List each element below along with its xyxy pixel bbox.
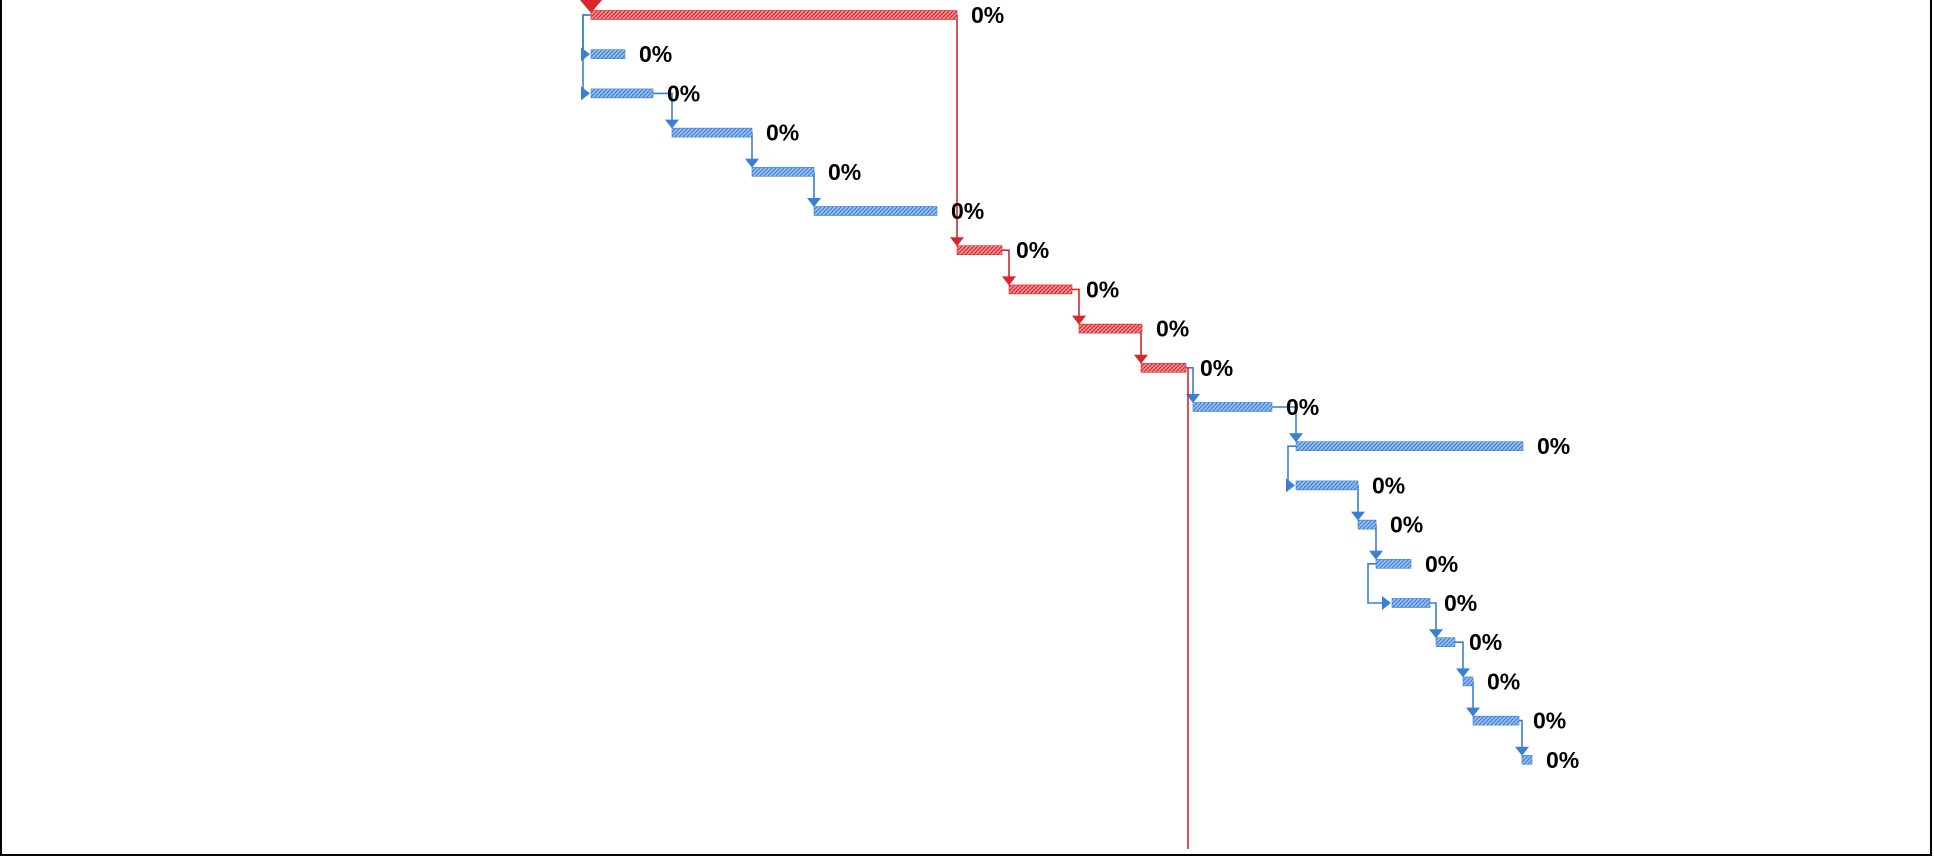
critical-task-bar[interactable] xyxy=(1140,362,1187,373)
dependency-link xyxy=(1430,602,1437,634)
task-bar[interactable] xyxy=(1295,441,1524,452)
link-arrowhead xyxy=(1002,276,1016,286)
link-arrowhead xyxy=(581,86,590,101)
progress-label: 0% xyxy=(667,80,700,106)
link-arrowhead xyxy=(1456,668,1470,678)
dependency-link xyxy=(1519,719,1523,751)
dependency-link xyxy=(1367,563,1386,604)
dependency-link xyxy=(1002,249,1010,281)
progress-label: 0% xyxy=(1372,472,1405,498)
task-bar[interactable] xyxy=(1435,637,1456,648)
progress-label: 0% xyxy=(951,198,984,224)
progress-label: 0% xyxy=(1390,512,1423,538)
task-bar[interactable] xyxy=(1391,598,1431,608)
dependency-link xyxy=(1186,367,1194,398)
link-arrowhead xyxy=(1072,315,1086,325)
link-arrowhead xyxy=(1289,433,1303,443)
dependency-link xyxy=(582,14,591,55)
progress-label: 0% xyxy=(1487,668,1520,694)
task-bar[interactable] xyxy=(1375,558,1412,569)
task-bar[interactable] xyxy=(751,167,815,177)
progress-label: 0% xyxy=(1016,237,1049,263)
link-arrowhead xyxy=(1134,354,1148,364)
dependency-link xyxy=(1287,445,1296,487)
progress-label: 0% xyxy=(1444,590,1477,616)
critical-task-bar[interactable] xyxy=(590,10,958,20)
progress-label: 0% xyxy=(1533,708,1566,734)
task-bar[interactable] xyxy=(590,88,654,99)
progress-label: 0% xyxy=(1200,355,1233,381)
progress-label: 0% xyxy=(1425,551,1458,577)
dependency-link xyxy=(1072,288,1080,320)
dependency-link xyxy=(653,92,673,124)
progress-label: 0% xyxy=(971,2,1004,28)
link-arrowhead xyxy=(1515,746,1529,756)
task-bar[interactable] xyxy=(1462,676,1474,687)
critical-task-bar[interactable] xyxy=(956,245,1003,255)
task-bar[interactable] xyxy=(1295,480,1359,491)
progress-label: 0% xyxy=(1286,394,1319,420)
link-arrowhead xyxy=(807,198,821,207)
link-arrowhead xyxy=(665,119,679,129)
progress-label: 0% xyxy=(1156,316,1189,342)
link-arrowhead xyxy=(1186,394,1200,403)
dependency-link xyxy=(1272,406,1297,438)
task-bar[interactable] xyxy=(590,49,626,60)
progress-label: 0% xyxy=(1469,629,1502,655)
link-arrowhead xyxy=(1369,550,1383,560)
task-bar[interactable] xyxy=(671,127,753,138)
critical-task-bar[interactable] xyxy=(1008,284,1073,295)
progress-label: 0% xyxy=(1086,276,1119,302)
dependency-links xyxy=(580,0,1529,849)
progress-label: 0% xyxy=(639,41,672,67)
task-bar[interactable] xyxy=(1192,402,1273,412)
progress-label: 0% xyxy=(1537,433,1570,459)
link-arrowhead xyxy=(950,237,964,247)
link-arrowhead xyxy=(1382,596,1391,610)
task-bar[interactable] xyxy=(813,206,938,216)
task-bars xyxy=(590,10,1533,765)
progress-label: 0% xyxy=(766,120,799,146)
link-arrowhead xyxy=(1466,707,1480,717)
progress-labels: 0%0%0%0%0%0%0%0%0%0%0%0%0%0%0%0%0%0%0%0% xyxy=(639,2,1579,773)
critical-task-bar[interactable] xyxy=(1078,323,1143,334)
link-arrowhead xyxy=(1429,629,1443,639)
progress-label: 0% xyxy=(1546,747,1579,773)
dependency-link xyxy=(1455,641,1464,673)
link-arrowhead xyxy=(1286,478,1295,493)
link-arrowhead xyxy=(745,158,759,168)
progress-label: 0% xyxy=(828,159,861,185)
task-bar[interactable] xyxy=(1357,519,1377,530)
task-bar[interactable] xyxy=(1521,754,1533,765)
summary-arrowhead xyxy=(580,0,602,13)
task-bar[interactable] xyxy=(1472,715,1520,726)
link-arrowhead xyxy=(1351,511,1365,521)
